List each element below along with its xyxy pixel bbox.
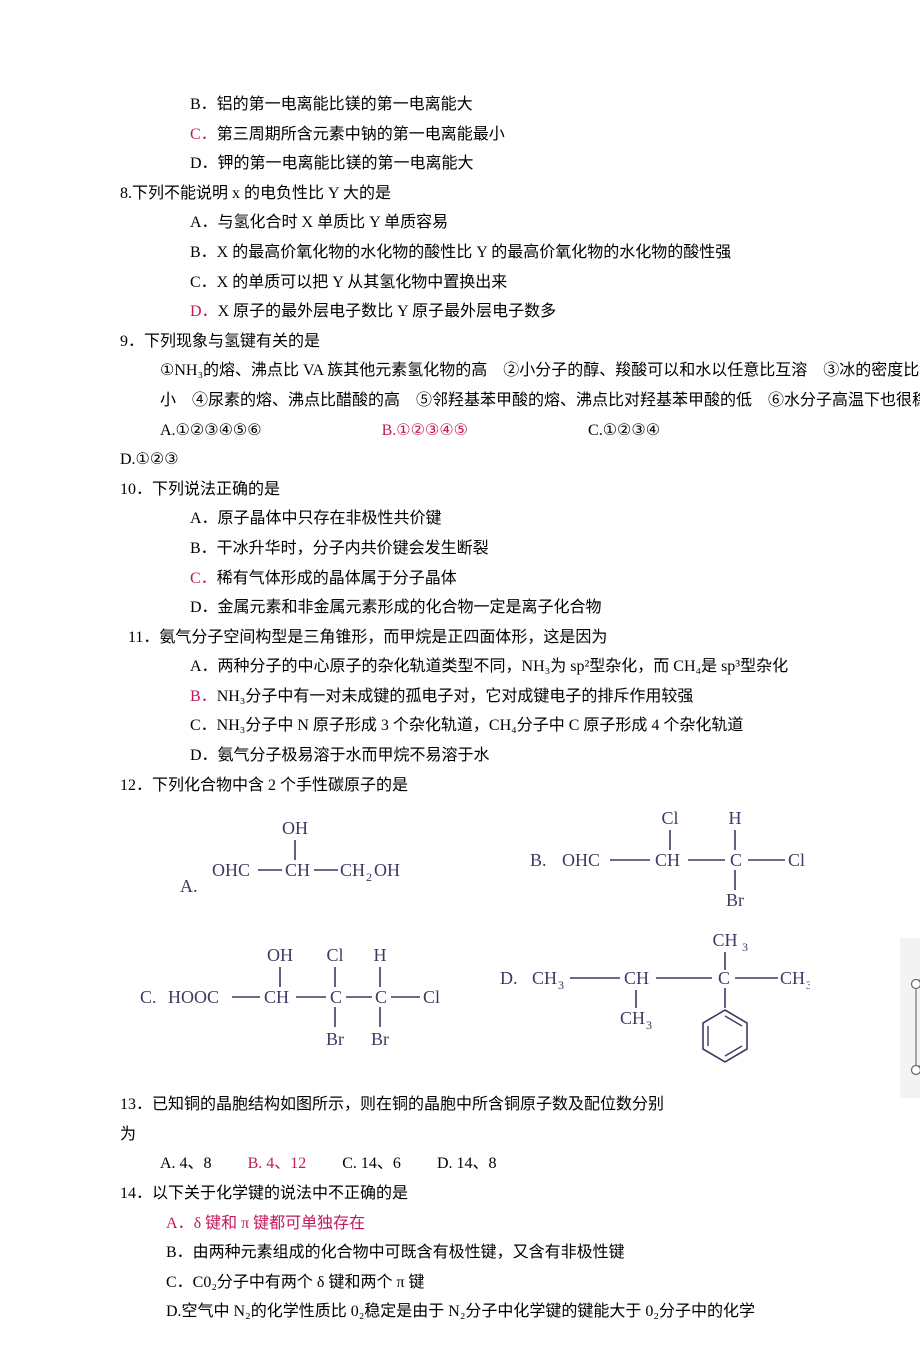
q8-option-d: D．X 原子的最外层电子数比 Y 原子最外层电子数多: [120, 297, 920, 327]
svg-text:OH: OH: [282, 818, 308, 838]
q8-stem: 8.下列不能说明 x 的电负性比 Y 大的是: [120, 179, 920, 209]
svg-text:D.: D.: [500, 968, 518, 988]
svg-text:2: 2: [366, 870, 372, 884]
svg-text:C: C: [330, 987, 342, 1007]
q7-option-d: D．钾的第一电离能比镁的第一电离能大: [120, 149, 920, 179]
svg-text:CH: CH: [780, 968, 805, 988]
q14-option-a: A．δ 键和 π 键都可单独存在: [120, 1209, 920, 1239]
q9-option-b: B.①②③④⑤: [382, 416, 468, 446]
svg-text:C: C: [375, 987, 387, 1007]
q12-row2: OH Cl H C. HOOC CH C C Cl Br Br CH 3: [120, 928, 920, 1078]
svg-text:Br: Br: [371, 1029, 389, 1049]
q13-option-a: A. 4、8: [160, 1149, 212, 1179]
q14-option-b: B．由两种元素组成的化合物中可既含有极性键，又含有非极性键: [120, 1238, 920, 1268]
q14-option-c: C．C0₂分子中有两个 δ 键和两个 π 键: [120, 1268, 920, 1298]
svg-text:CH: CH: [712, 930, 737, 950]
svg-text:CH: CH: [264, 987, 289, 1007]
q11-b-prefix: B．: [190, 688, 217, 705]
svg-text:Cl: Cl: [788, 850, 805, 870]
q13-options: A. 4、8 B. 4、12 C. 14、6 D. 14、8: [120, 1149, 920, 1179]
q8-d-prefix: D．: [190, 303, 218, 320]
q10-option-d: D．金属元素和非金属元素形成的化合物一定是离子化合物: [120, 593, 920, 623]
q11-option-c: C．NH₃分子中 N 原子形成 3 个杂化轨道，CH₄分子中 C 原子形成 4 …: [120, 711, 920, 741]
q9-option-c: C.①②③④: [588, 416, 660, 446]
q10-stem: 10．下列说法正确的是: [120, 475, 920, 505]
svg-text:CH: CH: [285, 860, 310, 880]
svg-text:Cl: Cl: [661, 808, 678, 828]
svg-text:OH: OH: [267, 945, 293, 965]
molecule-d: CH 3 D. CH 3 CH C CH 3 CH 3: [500, 928, 810, 1078]
q13-option-b: B. 4、12: [248, 1149, 307, 1179]
q13-option-d: D. 14、8: [437, 1149, 497, 1179]
svg-text:HOOC: HOOC: [168, 987, 219, 1007]
q11-option-b: B．NH₃分子中有一对未成键的孤电子对，它对成键电子的排斥作用较强: [120, 682, 920, 712]
q8-option-a: A．与氢化合时 X 单质比 Y 单质容易: [120, 208, 920, 238]
svg-text:Br: Br: [726, 890, 744, 910]
svg-text:CH: CH: [624, 968, 649, 988]
q9-stem: 9．下列现象与氢键有关的是: [120, 327, 920, 357]
svg-text:B.: B.: [530, 850, 547, 870]
q13-stem2: 为: [120, 1120, 920, 1150]
q8-option-c: C．X 的单质可以把 Y 从其氢化物中置换出来: [120, 268, 920, 298]
q10-option-a: A．原子晶体中只存在非极性共价键: [120, 504, 920, 534]
q9-body: ①NH₃的熔、沸点比 VA 族其他元素氢化物的高 ②小分子的醇、羧酸可以和水以任…: [120, 356, 920, 415]
q9-option-a: A.①②③④⑤⑥: [160, 416, 262, 446]
q7-c-prefix: C．: [190, 126, 217, 143]
q11-option-a: A．两种分子的中心原子的杂化轨道类型不同，NH₃为 sp²型杂化，而 CH₄是 …: [120, 652, 920, 682]
q11-option-d: D．氨气分子极易溶于水而甲烷不易溶于水: [120, 741, 920, 771]
q7-option-c: C．第三周期所含元素中钠的第一电离能最小: [120, 120, 920, 150]
svg-text:C: C: [718, 968, 730, 988]
svg-text:C: C: [730, 850, 742, 870]
svg-text:Br: Br: [326, 1029, 344, 1049]
svg-text:A.: A.: [180, 876, 198, 896]
q10-option-c: C．稀有气体形成的晶体属于分子晶体: [120, 564, 920, 594]
q14-stem: 14．以下关于化学键的说法中不正确的是: [120, 1179, 920, 1209]
q13-stem: 13．已知铜的晶胞结构如图所示，则在铜的晶胞中所含铜原子数及配位数分别: [120, 1090, 920, 1120]
svg-text:CH: CH: [340, 860, 365, 880]
q8-option-b: B．X 的最高价氧化物的水化物的酸性比 Y 的最高价氧化物的水化物的酸性强: [120, 238, 920, 268]
svg-text:CH: CH: [620, 1008, 645, 1028]
q14-a-prefix: A．: [166, 1215, 194, 1232]
svg-text:3: 3: [558, 978, 564, 992]
cube-figure: [900, 938, 920, 1098]
svg-text:C.: C.: [140, 987, 157, 1007]
svg-text:3: 3: [646, 1018, 652, 1032]
q11-stem: 11．氨气分子空间构型是三角锥形，而甲烷是正四面体形，这是因为: [120, 623, 920, 653]
molecule-b: Cl H B. OHC CH C Cl Br: [530, 806, 830, 916]
svg-text:3: 3: [742, 940, 748, 954]
svg-text:H: H: [729, 808, 742, 828]
svg-text:OHC: OHC: [562, 850, 600, 870]
svg-text:H: H: [374, 945, 387, 965]
q12-stem: 12．下列化合物中含 2 个手性碳原子的是: [120, 771, 920, 801]
svg-text:Cl: Cl: [423, 987, 440, 1007]
q9-option-d: D.①②③: [120, 445, 920, 475]
svg-text:OH: OH: [374, 860, 400, 880]
svg-text:3: 3: [806, 978, 810, 992]
svg-text:CH: CH: [655, 850, 680, 870]
q7-option-b: B．铝的第一电离能比镁的第一电离能大: [120, 90, 920, 120]
q12-row1: OH A. OHC CH CH 2 OH Cl H B. OHC CH C Cl: [120, 806, 920, 916]
q10-option-b: B．干冰升华时，分子内共价键会发生断裂: [120, 534, 920, 564]
molecule-a: OH A. OHC CH CH 2 OH: [180, 816, 430, 906]
q13-option-c: C. 14、6: [342, 1149, 401, 1179]
molecule-c: OH Cl H C. HOOC CH C C Cl Br Br: [140, 943, 470, 1063]
svg-text:OHC: OHC: [212, 860, 250, 880]
svg-text:Cl: Cl: [326, 945, 343, 965]
q9-options-row1: A.①②③④⑤⑥ B.①②③④⑤ C.①②③④: [120, 416, 920, 446]
q10-c-prefix: C．: [190, 570, 217, 587]
svg-text:CH: CH: [532, 968, 557, 988]
